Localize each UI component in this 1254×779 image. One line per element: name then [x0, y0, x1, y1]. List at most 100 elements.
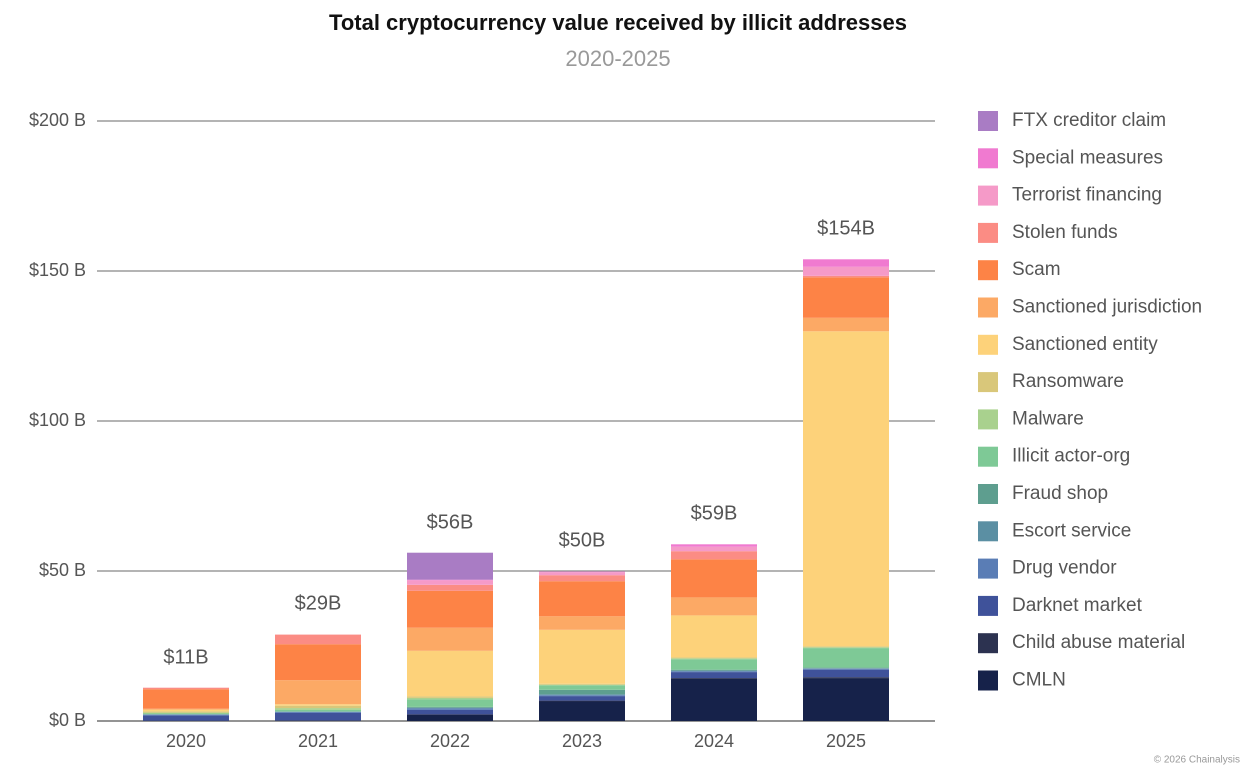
bar-segment — [671, 551, 757, 560]
bar-segment — [539, 694, 625, 696]
y-tick-label: $150 B — [29, 260, 86, 280]
legend-label: Fraud shop — [1012, 483, 1108, 504]
bar-segment — [407, 714, 493, 715]
bar-segment — [671, 678, 757, 679]
bar-segment — [407, 552, 493, 580]
legend-label: Darknet market — [1012, 595, 1143, 616]
bar-segment — [275, 709, 361, 712]
bar-segment — [803, 677, 889, 679]
bar-segment — [803, 668, 889, 669]
bar-segment — [671, 559, 757, 598]
bar-segment — [671, 597, 757, 616]
bar-segment — [407, 696, 493, 698]
bar-segment — [539, 575, 625, 582]
bar-segment — [803, 259, 889, 267]
legend-swatch — [978, 148, 998, 169]
legend-swatch — [978, 595, 998, 616]
bar-segment — [275, 634, 361, 645]
bar-segment — [407, 590, 493, 628]
bar-segment — [407, 697, 493, 700]
legend-swatch — [978, 372, 998, 393]
source: © 2026 Chainalysis — [1154, 755, 1240, 766]
legend-swatch — [978, 185, 998, 206]
bar-segment — [803, 647, 889, 649]
bar-segment — [407, 627, 493, 651]
y-tick-label: $100 B — [29, 410, 86, 430]
bar-segment — [803, 317, 889, 332]
bar-segment — [671, 658, 757, 660]
bar-segment — [539, 683, 625, 685]
bar-segment — [539, 629, 625, 684]
legend-swatch — [978, 222, 998, 243]
bar-segment — [803, 678, 889, 721]
bar-segment — [671, 657, 757, 659]
legend-label: Stolen funds — [1012, 222, 1118, 243]
bar-segment — [275, 680, 361, 705]
legend-swatch — [978, 260, 998, 281]
bar-segment — [539, 571, 625, 573]
x-tick-label: 2022 — [430, 731, 470, 751]
bar-segment — [539, 684, 625, 686]
bar-segment — [539, 581, 625, 617]
legend-swatch — [978, 558, 998, 579]
bar-segment — [275, 644, 361, 681]
bar-segment — [143, 714, 229, 716]
chart-title: Total cryptocurrency value received by i… — [329, 10, 907, 35]
total-label: $154B — [817, 217, 875, 239]
bar-segment — [671, 615, 757, 658]
bar-segment — [407, 715, 493, 721]
bar-segment — [143, 715, 229, 721]
total-label: $29B — [295, 592, 342, 614]
bar-segment — [143, 709, 229, 712]
legend-label: FTX creditor claim — [1012, 110, 1166, 131]
bar-segment — [407, 579, 493, 581]
bar-segment — [143, 708, 229, 710]
bar-segment — [275, 712, 361, 721]
bar-segment — [407, 580, 493, 585]
bar-segment — [407, 699, 493, 707]
legend-swatch — [978, 111, 998, 131]
bar-segment — [539, 689, 625, 695]
bar-segment — [671, 546, 757, 552]
bar-segment — [143, 689, 229, 709]
bar-segment — [407, 706, 493, 708]
bar-segment — [803, 667, 889, 669]
legend-swatch — [978, 670, 998, 691]
bar-segment — [671, 679, 757, 721]
bar-segment — [539, 701, 625, 721]
total-label: $11B — [163, 646, 208, 668]
bar-segment — [803, 668, 889, 670]
bar-segment — [275, 704, 361, 706]
bar-segment — [539, 572, 625, 576]
y-tick-label: $200 B — [29, 110, 86, 130]
legend-label: CMLN — [1012, 670, 1066, 691]
total-label: $50B — [559, 529, 606, 551]
bar-segment — [407, 650, 493, 697]
legend-swatch — [978, 633, 998, 654]
bar-segment — [275, 720, 361, 721]
bar-segment — [539, 685, 625, 690]
legend-swatch — [978, 409, 998, 430]
bar-segment — [803, 331, 889, 647]
bar-segment — [671, 659, 757, 670]
bar-segment — [803, 277, 889, 318]
y-tick-label: $0 B — [49, 710, 86, 730]
bar-segment — [671, 544, 757, 547]
bar-segment — [143, 711, 229, 713]
x-tick-label: 2024 — [694, 731, 734, 751]
legend-label: Ransomware — [1012, 371, 1124, 392]
bar-segment — [803, 648, 889, 668]
legend-label: Terrorist financing — [1012, 185, 1162, 206]
legend-swatch — [978, 484, 998, 504]
x-tick-label: 2023 — [562, 731, 602, 751]
bar-segment — [539, 695, 625, 697]
legend-swatch — [978, 334, 998, 355]
legend-swatch — [978, 297, 998, 318]
legend-label: Sanctioned jurisdiction — [1012, 297, 1202, 318]
bar-segment — [803, 266, 889, 276]
legend-label: Malware — [1012, 408, 1084, 429]
bar-segment — [539, 696, 625, 701]
x-tick-label: 2020 — [166, 731, 206, 751]
total-label: $56B — [427, 511, 474, 533]
